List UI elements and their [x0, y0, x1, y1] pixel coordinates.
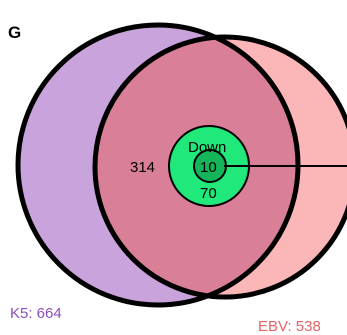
down-label: Down [188, 139, 226, 156]
core-count: 10 [200, 159, 217, 176]
overlap-count: 314 [130, 159, 155, 176]
panel-letter: G [8, 23, 21, 42]
ebv-label: EBV: 538 [258, 318, 321, 335]
down-count: 70 [200, 185, 217, 202]
ebv-circle-outline [92, 34, 347, 300]
k5-label: K5: 664 [10, 305, 62, 322]
